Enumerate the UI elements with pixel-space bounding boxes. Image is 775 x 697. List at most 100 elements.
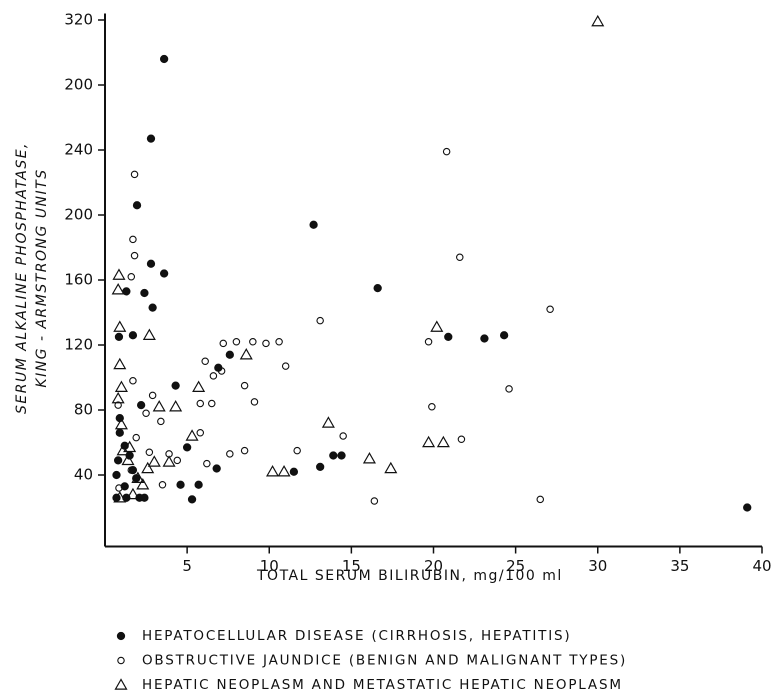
point <box>113 491 127 503</box>
point <box>316 462 325 472</box>
point <box>591 14 605 27</box>
x-tick-label: 30 <box>588 557 607 575</box>
point <box>185 429 199 441</box>
point <box>146 134 156 143</box>
point <box>132 201 142 210</box>
point <box>114 401 122 409</box>
legend-label: HEPATOCELLULAR DISEASE (CIRRHOSIS, HEPAT… <box>142 628 571 644</box>
point <box>152 400 166 412</box>
point <box>148 391 157 400</box>
point <box>159 54 169 64</box>
x-tick-label: 40 <box>752 557 771 575</box>
point <box>321 416 335 428</box>
point <box>115 484 123 492</box>
point <box>337 451 346 460</box>
point <box>171 381 180 390</box>
point <box>424 337 433 346</box>
point <box>384 461 398 474</box>
point <box>187 495 197 504</box>
point <box>142 409 150 417</box>
point <box>176 480 185 489</box>
point <box>546 305 554 313</box>
point <box>262 339 270 348</box>
point <box>373 283 382 293</box>
point <box>148 303 157 312</box>
point <box>428 402 436 411</box>
point <box>159 269 169 278</box>
point <box>113 456 123 465</box>
point <box>141 461 155 474</box>
x-tick-label: 5 <box>182 557 192 575</box>
point <box>169 400 183 412</box>
point <box>112 268 126 280</box>
point <box>114 417 128 430</box>
point <box>111 283 125 295</box>
point <box>217 367 226 375</box>
point <box>158 480 167 489</box>
y-tick-label: 160 <box>64 271 93 289</box>
point <box>194 480 203 489</box>
point <box>250 398 259 406</box>
point <box>208 399 216 408</box>
point <box>240 381 249 390</box>
point <box>131 471 145 483</box>
point <box>162 455 176 467</box>
point <box>201 357 209 365</box>
point <box>157 417 165 426</box>
point <box>456 253 464 262</box>
point <box>442 147 451 156</box>
y-tick-label: 40 <box>74 466 93 484</box>
point <box>127 466 136 474</box>
point <box>114 332 124 342</box>
y-tick-label: 80 <box>74 401 93 419</box>
x-axis-label: TOTAL SERUM BILIRUBIN, mg/100 ml <box>256 568 563 584</box>
point <box>113 320 127 332</box>
point <box>120 482 129 491</box>
point <box>316 316 324 325</box>
point <box>128 331 138 340</box>
x-tick-label: 10 <box>260 557 279 575</box>
x-tick-label: 35 <box>670 557 689 575</box>
point <box>196 399 205 408</box>
legend-label: HEPATIC NEOPLASM AND METASTATIC HEPATIC … <box>142 677 623 693</box>
y-axis-label: SERUM ALKALINE PHOSPHATASE, <box>14 142 30 414</box>
point <box>140 288 149 298</box>
point <box>130 170 139 179</box>
y-tick-label: 200 <box>64 206 93 224</box>
point <box>239 348 253 360</box>
point <box>126 487 140 500</box>
point <box>132 433 140 442</box>
point <box>289 467 299 476</box>
point <box>111 391 125 404</box>
point <box>145 448 154 456</box>
point <box>232 337 241 346</box>
point <box>142 328 156 340</box>
point <box>226 450 234 458</box>
point <box>212 464 221 473</box>
point <box>219 339 228 348</box>
point <box>309 220 318 229</box>
point <box>147 455 161 467</box>
y-tick-label: 120 <box>64 336 93 354</box>
legend-label: OBSTRUCTIVE JAUNDICE (BENIGN AND MALIGNA… <box>142 653 627 669</box>
point <box>127 272 136 281</box>
point <box>129 235 137 244</box>
point <box>536 495 545 504</box>
point <box>123 440 137 453</box>
y-axis-label: KING - ARMSTRONG UNITS <box>34 168 50 387</box>
point <box>146 259 156 268</box>
point <box>182 443 192 452</box>
point <box>422 435 436 448</box>
point <box>249 337 257 346</box>
point <box>196 428 205 437</box>
point <box>203 459 211 468</box>
legend-marker <box>114 678 128 690</box>
point <box>121 453 135 466</box>
point <box>339 432 347 440</box>
point <box>128 465 138 475</box>
point <box>129 376 137 385</box>
point <box>209 372 218 380</box>
point <box>329 451 338 460</box>
point <box>277 465 291 477</box>
point <box>192 380 206 392</box>
